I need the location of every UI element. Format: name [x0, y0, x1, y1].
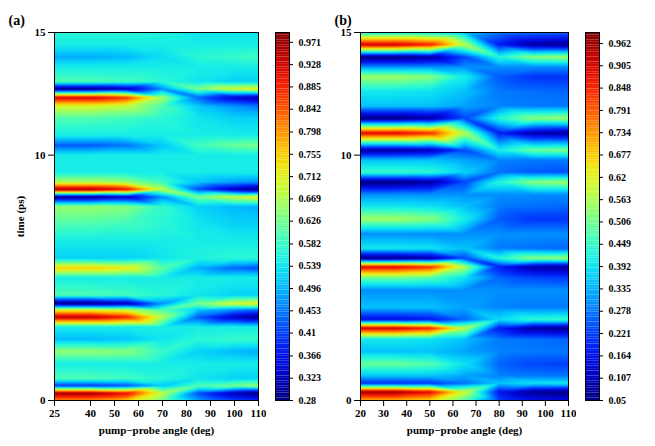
svg-text:70: 70	[471, 407, 483, 419]
svg-text:0.278: 0.278	[609, 305, 632, 316]
svg-text:(b): (b)	[335, 13, 352, 29]
svg-text:60: 60	[447, 407, 459, 419]
svg-text:0.798: 0.798	[299, 126, 322, 137]
svg-text:15: 15	[340, 26, 352, 38]
svg-text:0.582: 0.582	[299, 238, 322, 249]
svg-text:time (ps): time (ps)	[14, 196, 27, 238]
svg-text:0.885: 0.885	[299, 81, 322, 92]
svg-text:80: 80	[494, 407, 506, 419]
svg-text:0.453: 0.453	[299, 305, 322, 316]
svg-text:0.449: 0.449	[609, 238, 632, 249]
svg-text:70: 70	[157, 407, 169, 419]
svg-text:30: 30	[378, 407, 390, 419]
svg-text:0.28: 0.28	[299, 395, 317, 406]
svg-text:0.669: 0.669	[299, 193, 322, 204]
svg-text:0.712: 0.712	[299, 171, 322, 182]
svg-text:40: 40	[401, 407, 413, 419]
svg-text:0.962: 0.962	[609, 38, 632, 49]
svg-text:0.626: 0.626	[299, 215, 322, 226]
svg-text:0.734: 0.734	[609, 127, 632, 138]
svg-text:0: 0	[40, 394, 46, 406]
svg-text:0.563: 0.563	[609, 194, 632, 205]
svg-text:90: 90	[517, 407, 529, 419]
svg-text:0.971: 0.971	[299, 37, 322, 48]
svg-text:0: 0	[346, 394, 352, 406]
svg-text:0.392: 0.392	[609, 261, 632, 272]
svg-text:80: 80	[181, 407, 193, 419]
svg-text:0.539: 0.539	[299, 260, 322, 271]
svg-text:0.848: 0.848	[609, 82, 632, 93]
svg-text:0.323: 0.323	[299, 372, 322, 383]
svg-text:110: 110	[251, 407, 266, 419]
svg-text:0.677: 0.677	[609, 149, 632, 160]
svg-text:0.164: 0.164	[609, 350, 632, 361]
svg-text:0.366: 0.366	[299, 350, 322, 361]
svg-text:0.05: 0.05	[609, 395, 627, 406]
svg-text:10: 10	[35, 149, 47, 161]
svg-text:pump−probe angle (deg): pump−probe angle (deg)	[407, 424, 523, 437]
svg-text:(a): (a)	[9, 13, 26, 29]
svg-text:100: 100	[537, 407, 554, 419]
svg-text:0.506: 0.506	[609, 216, 632, 227]
svg-text:15: 15	[35, 26, 47, 38]
svg-text:0.842: 0.842	[299, 103, 322, 114]
svg-text:0.335: 0.335	[609, 283, 632, 294]
svg-text:10: 10	[341, 149, 353, 161]
svg-text:90: 90	[205, 407, 217, 419]
svg-text:0.791: 0.791	[609, 105, 632, 116]
svg-text:0.62: 0.62	[609, 172, 627, 183]
svg-text:60: 60	[133, 407, 145, 419]
svg-text:110: 110	[561, 407, 576, 419]
svg-text:20: 20	[355, 407, 367, 419]
svg-text:100: 100	[226, 407, 243, 419]
svg-text:0.905: 0.905	[609, 60, 632, 71]
svg-text:0.496: 0.496	[299, 283, 322, 294]
svg-text:50: 50	[109, 407, 121, 419]
svg-text:pump−probe angle (deg): pump−probe angle (deg)	[99, 424, 215, 437]
svg-text:0.107: 0.107	[609, 372, 632, 383]
svg-text:0.928: 0.928	[299, 59, 322, 70]
svg-text:25: 25	[49, 407, 61, 419]
svg-text:0.221: 0.221	[609, 328, 632, 339]
svg-text:50: 50	[424, 407, 436, 419]
svg-text:0.755: 0.755	[299, 149, 322, 160]
svg-text:0.41: 0.41	[299, 327, 317, 338]
svg-text:40: 40	[85, 407, 97, 419]
